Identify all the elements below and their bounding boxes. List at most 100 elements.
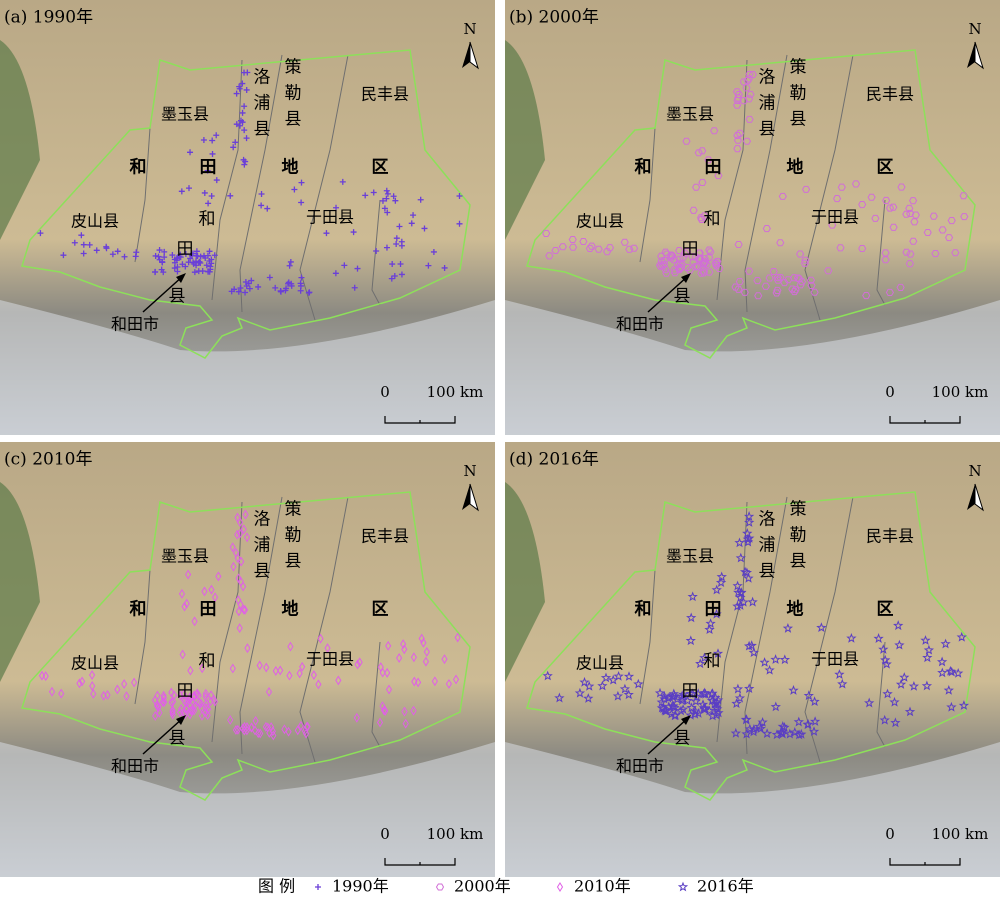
- marker: [744, 683, 755, 694]
- marker: [699, 258, 708, 266]
- place-label: 勒: [285, 84, 302, 104]
- marker: [959, 192, 968, 200]
- marker: [619, 683, 630, 694]
- marker: [858, 201, 867, 209]
- marker: [542, 229, 551, 237]
- marker: [734, 285, 743, 293]
- marker: [332, 270, 339, 277]
- marker: [833, 195, 842, 203]
- marker: [889, 696, 900, 707]
- marker: [152, 252, 159, 259]
- marker: [579, 238, 588, 245]
- marker: [208, 584, 215, 595]
- marker: [746, 640, 757, 651]
- marker: [828, 221, 837, 229]
- marker: [894, 639, 905, 650]
- mountains: [505, 742, 1000, 877]
- county-line: [716, 501, 748, 743]
- place-label: 地: [787, 599, 804, 620]
- marker: [675, 247, 684, 255]
- marker: [123, 691, 130, 702]
- marker: [71, 239, 78, 246]
- place-label: 于田县: [306, 650, 354, 669]
- marker: [583, 693, 594, 703]
- marker: [937, 667, 948, 678]
- legend-label: 2016年: [697, 877, 754, 896]
- marker: [679, 253, 688, 261]
- mountains: [0, 300, 495, 435]
- marker: [152, 268, 159, 275]
- marker: [953, 668, 964, 678]
- marker: [379, 701, 386, 712]
- marker: [712, 262, 721, 270]
- marker: [272, 284, 279, 291]
- marker: [908, 681, 920, 691]
- marker: [241, 161, 248, 168]
- marker: [193, 252, 200, 259]
- marker: [388, 275, 395, 282]
- place-label: N: [463, 462, 476, 480]
- marker: [740, 288, 749, 296]
- marker: [945, 665, 956, 676]
- place-label: 勒: [285, 526, 302, 546]
- marker: [235, 288, 242, 295]
- place-label: 浦: [254, 536, 271, 556]
- marker: [161, 254, 168, 261]
- markers: [38, 509, 461, 741]
- marker: [659, 693, 670, 704]
- place-label: 勒: [790, 84, 807, 104]
- marker: [733, 101, 742, 109]
- marker: [734, 537, 745, 548]
- marker: [741, 714, 752, 724]
- marker: [185, 694, 192, 705]
- place-label: 0: [885, 825, 895, 843]
- marker: [754, 721, 765, 732]
- marker: [558, 243, 567, 251]
- arrow: [142, 717, 184, 755]
- panel: (c) 2010年 墨玉县洛浦县策勒县民丰县和田地区皮山县 于田县和田县和田市 N 0 1…: [0, 442, 495, 877]
- marker: [298, 179, 305, 186]
- boundary: [526, 49, 976, 359]
- place-label: 和: [704, 210, 721, 230]
- marker: [881, 256, 890, 264]
- county-line: [134, 127, 151, 263]
- marker: [215, 571, 222, 582]
- marker: [905, 260, 914, 268]
- marker: [86, 241, 93, 248]
- marker: [864, 697, 875, 708]
- north-arrow: [974, 41, 984, 70]
- marker: [796, 250, 805, 258]
- place-label: 和田市: [616, 315, 664, 334]
- marker: [211, 252, 218, 259]
- marker: [384, 209, 391, 216]
- marker: [393, 240, 400, 247]
- marker: [904, 706, 916, 717]
- marker: [37, 230, 44, 237]
- north-arrow: [462, 484, 470, 510]
- marker: [305, 289, 312, 296]
- marker: [286, 262, 293, 269]
- county-line: [211, 501, 243, 743]
- marker: [410, 652, 417, 663]
- marker: [846, 633, 857, 643]
- marker: [689, 206, 698, 214]
- marker: [385, 684, 393, 695]
- marker: [802, 719, 813, 729]
- place-label: 策: [790, 58, 807, 78]
- marker: [58, 688, 65, 699]
- marker: [945, 234, 954, 242]
- marker: [764, 664, 775, 675]
- place-label: 浦: [254, 94, 271, 114]
- place-label: 墨玉县: [161, 547, 209, 566]
- marker: [159, 258, 166, 265]
- marker: [354, 659, 361, 670]
- marker: [350, 229, 357, 236]
- marker: [241, 127, 248, 134]
- marker: [732, 601, 743, 611]
- marker: [878, 644, 889, 654]
- marker: [285, 726, 292, 737]
- marker: [197, 253, 204, 260]
- marker: [244, 643, 251, 654]
- marker: [376, 717, 384, 728]
- marker: [896, 283, 905, 291]
